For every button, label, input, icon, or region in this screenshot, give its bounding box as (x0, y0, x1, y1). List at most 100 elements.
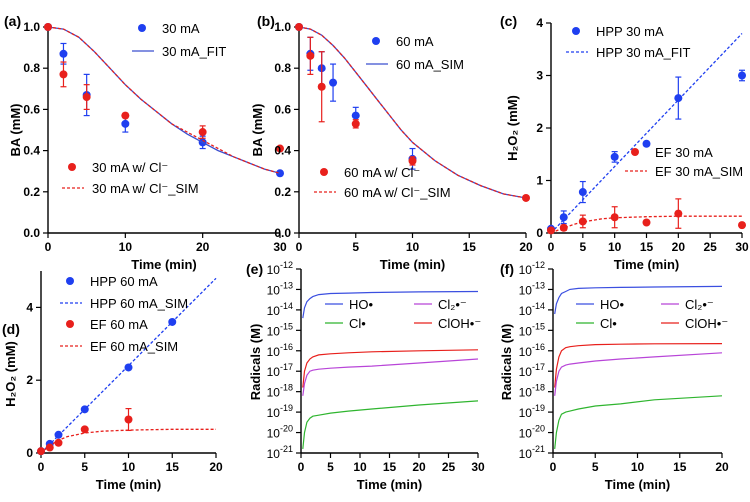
y-tick-label: 10-15 (267, 321, 293, 338)
y-tick-exponent: -19 (532, 403, 545, 413)
y-tick-label: 10-13 (519, 280, 545, 297)
y-tick-base: 10 (267, 427, 281, 441)
y-tick-label: 10-15 (519, 321, 545, 338)
data-point (54, 438, 63, 447)
series-line (550, 215, 742, 234)
y-tick-label: 10-16 (519, 342, 545, 359)
legend: HO• Cl₂•⁻ Cl• ClOH•⁻ (325, 297, 481, 331)
series-line (302, 290, 479, 319)
y-tick-exponent: -13 (280, 280, 293, 290)
y-tick-exponent: -19 (280, 403, 293, 413)
y-tick-label: 2 (536, 121, 543, 135)
chart-panel-d: (d) 0 5 10 15 20 Time (min) 0 2 4 H₂O₂ (mM) HPP 60 … (2, 271, 223, 492)
legend-label: Cl• (600, 316, 617, 331)
y-tick-exponent: -21 (280, 444, 293, 454)
y-tick-exponent: -20 (532, 424, 545, 434)
y-tick-label: 10-14 (519, 301, 545, 318)
y-tick-base: 10 (519, 304, 533, 318)
x-tick-label: 15 (673, 460, 687, 474)
y-tick-label: 10-18 (267, 383, 293, 400)
y-tick-label: 0.6 (274, 102, 291, 116)
data-point (522, 193, 530, 202)
y-tick-base: 10 (267, 324, 281, 338)
x-tick-label: 5 (352, 240, 359, 254)
y-axis-title: Radicals (M) (248, 324, 263, 401)
y-tick-base: 10 (267, 447, 281, 461)
y-tick-base: 10 (519, 283, 533, 297)
y-tick-label: 0.4 (23, 144, 40, 158)
series-line (40, 428, 216, 454)
x-tick-label: 20 (412, 460, 426, 474)
y-tick-label: 10-16 (267, 342, 293, 359)
y-tick-label: 0.6 (23, 102, 40, 116)
y-tick-label: 10-19 (267, 403, 293, 420)
data-point (121, 119, 130, 128)
y-tick-base: 10 (267, 304, 281, 318)
x-tick-label: 20 (209, 460, 223, 474)
series-3 (550, 215, 742, 234)
panel-label: (a) (4, 13, 21, 29)
data-point (276, 144, 284, 153)
y-tick-label: 2 (26, 373, 33, 387)
legend-label: ClOH•⁻ (438, 316, 481, 331)
y-tick-label: 1.0 (23, 20, 40, 34)
legend-label: 30 mA w/ Cl⁻_SIM (92, 181, 199, 196)
legend-marker (138, 24, 146, 32)
x-tick-label: 20 (519, 240, 533, 254)
legend-marker (372, 37, 380, 45)
y-tick-base: 10 (519, 427, 533, 441)
legend-label: HPP 60 mA (90, 274, 158, 289)
series-line (302, 358, 479, 396)
series-1 (302, 349, 479, 388)
y-tick-base: 10 (519, 345, 533, 359)
y-tick-exponent: -21 (532, 444, 545, 454)
x-tick-label: 25 (703, 240, 717, 254)
y-tick-exponent: -18 (280, 383, 293, 393)
x-tick-label: 5 (327, 460, 334, 474)
y-tick-label: 1 (536, 174, 543, 188)
series-line (554, 343, 723, 388)
series-3 (554, 395, 723, 449)
y-tick-base: 10 (519, 324, 533, 338)
data-point (198, 128, 207, 137)
y-tick-exponent: -18 (532, 383, 545, 393)
data-point (59, 49, 68, 58)
y-tick-exponent: -12 (532, 260, 545, 270)
y-tick-label: 10-20 (519, 424, 545, 441)
data-point (559, 213, 568, 222)
x-tick-label: 20 (672, 240, 686, 254)
legend-label: EF 30 mA (655, 145, 713, 160)
y-tick-label: 0.8 (23, 61, 40, 75)
data-point (610, 152, 619, 161)
x-axis-title: Time (min) (605, 477, 671, 492)
data-point (45, 443, 54, 452)
x-tick-label: 10 (122, 460, 136, 474)
legend-label: EF 30 mA_SIM (655, 164, 743, 179)
legend-marker (68, 163, 76, 171)
y-tick-label: 10-19 (519, 403, 545, 420)
data-point (37, 447, 45, 456)
y-tick-exponent: -20 (280, 424, 293, 434)
series-2 (554, 352, 723, 396)
x-tick-label: 30 (471, 460, 485, 474)
y-tick-label: 10-13 (267, 280, 293, 297)
legend-marker (66, 320, 74, 328)
legend: HPP 60 mA HPP 60 mA_SIM EF 60 mA EF 60 mA_S… (60, 274, 188, 354)
data-point (578, 217, 587, 226)
x-axis-title: Time (min) (131, 257, 197, 272)
legend-label: 30 mA (162, 21, 200, 36)
legend-label: ClOH•⁻ (685, 316, 728, 331)
series-line (554, 352, 723, 396)
x-tick-label: 0 (296, 240, 303, 254)
x-tick-label: 10 (631, 460, 645, 474)
y-tick-base: 10 (267, 406, 281, 420)
x-tick-label: 0 (550, 460, 557, 474)
y-tick-exponent: -12 (280, 260, 293, 270)
y-tick-exponent: -15 (280, 321, 293, 331)
y-axis-title: H₂O₂ (mM) (505, 95, 520, 161)
y-tick-label: 10-21 (519, 444, 545, 461)
series-line (550, 33, 743, 234)
y-tick-base: 10 (267, 263, 281, 277)
data-point (674, 94, 683, 103)
x-axis-title: Time (min) (357, 477, 423, 492)
